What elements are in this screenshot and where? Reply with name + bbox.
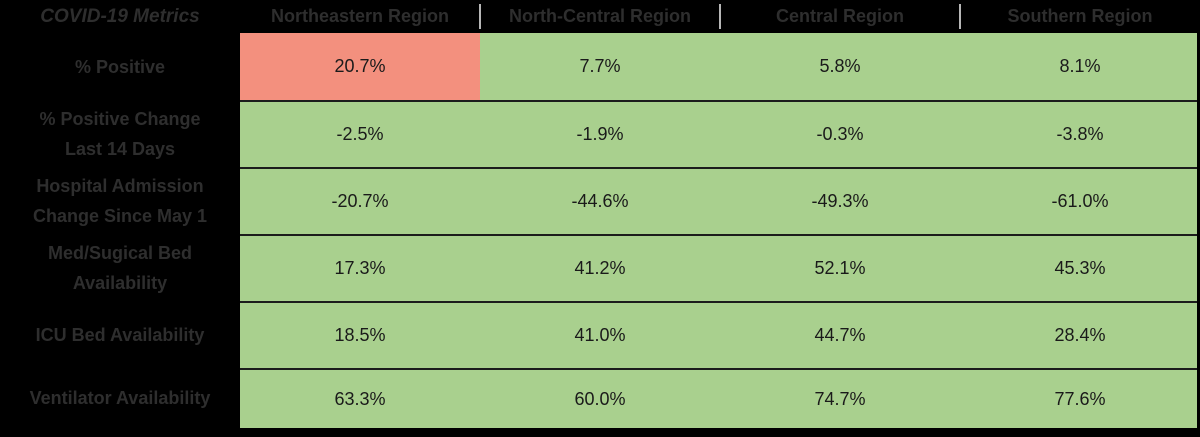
table-row-positive-change: % Positive Change Last 14 Days -2.5% -1.… xyxy=(0,100,1200,167)
data-cell: 77.6% xyxy=(960,368,1200,428)
column-header-southern: Southern Region xyxy=(1007,6,1153,26)
data-cell: -0.3% xyxy=(720,100,960,167)
row-label: Med/Sugical Bed Availability xyxy=(47,242,193,293)
data-cell: 17.3% xyxy=(240,234,480,301)
table-header-row: COVID-19 Metrics Northeastern Region Nor… xyxy=(0,0,1200,33)
data-cell: -1.9% xyxy=(480,100,720,167)
data-cell: -2.5% xyxy=(240,100,480,167)
table-right-border xyxy=(1197,0,1200,437)
data-cell: -49.3% xyxy=(720,167,960,234)
data-cell-highlighted: 20.7% xyxy=(240,33,480,100)
row-label: Ventilator Availability xyxy=(29,388,211,408)
table-row-hospital-admission: Hospital Admission Change Since May 1 -2… xyxy=(0,167,1200,234)
column-header-central: Central Region xyxy=(720,0,961,33)
table-title: COVID-19 Metrics xyxy=(40,5,200,27)
data-cell: 52.1% xyxy=(720,234,960,301)
data-cell: 41.2% xyxy=(480,234,720,301)
row-label: % Positive Change Last 14 Days xyxy=(39,108,201,159)
table-row-med-surgical-beds: Med/Sugical Bed Availability 17.3% 41.2%… xyxy=(0,234,1200,301)
data-cell: 5.8% xyxy=(720,33,960,100)
data-cell: 18.5% xyxy=(240,301,480,368)
data-cell: 7.7% xyxy=(480,33,720,100)
data-cell: 8.1% xyxy=(960,33,1200,100)
data-cell: 60.0% xyxy=(480,368,720,428)
data-cell: 63.3% xyxy=(240,368,480,428)
data-cell: -3.8% xyxy=(960,100,1200,167)
column-header-northeastern: Northeastern Region xyxy=(240,0,481,33)
data-cell: 45.3% xyxy=(960,234,1200,301)
column-header-north-central: North-Central Region xyxy=(480,0,721,33)
data-cell: -44.6% xyxy=(480,167,720,234)
data-cell: 74.7% xyxy=(720,368,960,428)
data-cell: 41.0% xyxy=(480,301,720,368)
table-row-percent-positive: % Positive 20.7% 7.7% 5.8% 8.1% xyxy=(0,33,1200,100)
row-label: ICU Bed Availability xyxy=(35,324,205,345)
data-cell: 28.4% xyxy=(960,301,1200,368)
table-row-icu-beds: ICU Bed Availability 18.5% 41.0% 44.7% 2… xyxy=(0,301,1200,368)
data-cell: -61.0% xyxy=(960,167,1200,234)
row-label: Hospital Admission Change Since May 1 xyxy=(32,175,208,226)
table-row-ventilators: Ventilator Availability 63.3% 60.0% 74.7… xyxy=(0,368,1200,428)
data-cell: -20.7% xyxy=(240,167,480,234)
row-label: % Positive xyxy=(74,56,166,77)
data-cell: 44.7% xyxy=(720,301,960,368)
